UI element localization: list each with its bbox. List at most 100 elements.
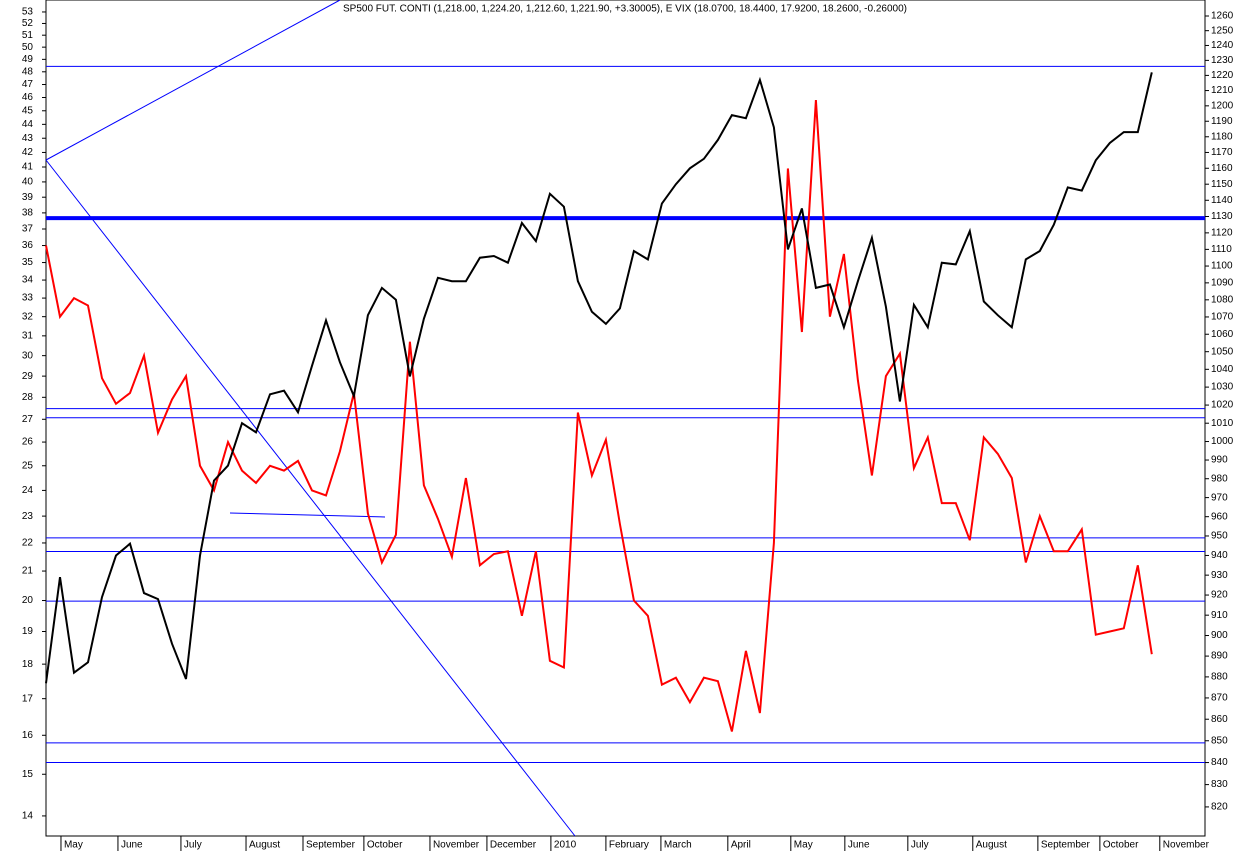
- y-tick-label: 49: [22, 54, 34, 65]
- y2-tick-label: 1130: [1211, 211, 1233, 222]
- x-tick-label: September: [306, 840, 356, 851]
- y2-tick-label: 1140: [1211, 195, 1233, 206]
- y2-tick-label: 1020: [1211, 400, 1234, 411]
- y-tick-label: 51: [22, 30, 34, 41]
- x-tick-label: May: [794, 840, 813, 851]
- x-tick-label: June: [848, 840, 870, 851]
- x-tick-label: April: [731, 840, 751, 851]
- y2-tick-label: 1010: [1211, 418, 1234, 429]
- y2-tick-label: 1100: [1211, 261, 1233, 272]
- y2-tick-label: 1200: [1211, 100, 1234, 111]
- x-tick-label: October: [367, 840, 403, 851]
- x-tick-label: 2010: [554, 840, 577, 851]
- y-tick-label: 32: [22, 311, 34, 322]
- y-tick-label: 45: [22, 105, 34, 116]
- y-tick-label: 26: [22, 437, 34, 448]
- y-tick-label: 48: [22, 66, 34, 77]
- x-tick-label: December: [490, 840, 537, 851]
- y-tick-label: 14: [22, 811, 34, 822]
- y-tick-label: 43: [22, 133, 34, 144]
- y2-tick-label: 890: [1211, 651, 1228, 662]
- y-tick-label: 27: [22, 414, 34, 425]
- y-tick-label: 20: [22, 595, 34, 606]
- y2-tick-label: 1180: [1211, 131, 1233, 142]
- y2-tick-label: 1080: [1211, 294, 1234, 305]
- y2-tick-label: 1000: [1211, 436, 1234, 447]
- y-tick-label: 24: [22, 485, 34, 496]
- y2-tick-label: 1090: [1211, 277, 1234, 288]
- y2-tick-label: 900: [1211, 630, 1228, 641]
- y2-tick-label: 950: [1211, 531, 1228, 542]
- y-tick-label: 44: [22, 119, 34, 130]
- y2-tick-label: 980: [1211, 473, 1228, 484]
- y2-tick-label: 1170: [1211, 147, 1233, 158]
- y2-tick-label: 1160: [1211, 163, 1233, 174]
- x-tick-label: September: [1041, 840, 1091, 851]
- x-tick-label: July: [911, 840, 929, 851]
- y-tick-label: 21: [22, 566, 34, 577]
- trend-line: [45, 159, 576, 837]
- y2-tick-label: 1220: [1211, 70, 1234, 81]
- y2-tick-label: 960: [1211, 511, 1228, 522]
- y-tick-label: 46: [22, 92, 34, 103]
- y-tick-label: 35: [22, 257, 34, 268]
- y-tick-label: 18: [22, 659, 34, 670]
- y2-tick-label: 1120: [1211, 228, 1233, 239]
- y-tick-label: 41: [22, 162, 34, 173]
- y-tick-label: 19: [22, 626, 34, 637]
- y-tick-label: 42: [22, 147, 34, 158]
- y-tick-label: 37: [22, 224, 34, 235]
- y2-tick-label: 820: [1211, 802, 1228, 813]
- y-tick-label: 31: [22, 330, 34, 341]
- y2-tick-label: 1210: [1211, 85, 1234, 96]
- y2-tick-label: 970: [1211, 492, 1228, 503]
- y2-tick-label: 1040: [1211, 364, 1234, 375]
- y2-tick-label: 930: [1211, 570, 1228, 581]
- y2-tick-label: 990: [1211, 455, 1228, 466]
- y2-tick-label: 1240: [1211, 40, 1234, 51]
- y2-tick-label: 1260: [1211, 11, 1234, 22]
- y2-tick-label: 1190: [1211, 116, 1233, 127]
- y-tick-label: 50: [22, 42, 34, 53]
- x-tick-label: May: [64, 840, 83, 851]
- y2-tick-label: 870: [1211, 693, 1228, 704]
- y2-tick-label: 830: [1211, 779, 1228, 790]
- y-tick-label: 25: [22, 460, 34, 471]
- x-tick-label: June: [121, 840, 143, 851]
- x-tick-label: November: [1163, 840, 1210, 851]
- y-tick-label: 52: [22, 18, 34, 29]
- trend-line: [229, 512, 386, 518]
- y-tick-label: 36: [22, 240, 34, 251]
- y2-tick-label: 920: [1211, 590, 1228, 601]
- series-line: [45, 100, 1153, 732]
- y-tick-label: 17: [22, 693, 34, 704]
- y2-tick-label: 880: [1211, 672, 1228, 683]
- y2-tick-label: 910: [1211, 610, 1228, 621]
- y-tick-label: 47: [22, 79, 34, 90]
- x-tick-label: July: [184, 840, 202, 851]
- y-tick-label: 29: [22, 371, 34, 382]
- y2-tick-label: 1060: [1211, 329, 1234, 340]
- y-tick-label: 16: [22, 730, 34, 741]
- y2-tick-label: 1030: [1211, 382, 1234, 393]
- y-tick-label: 53: [22, 7, 34, 18]
- y2-tick-label: 1230: [1211, 55, 1234, 66]
- y2-tick-label: 1050: [1211, 346, 1234, 357]
- y-tick-label: 30: [22, 350, 34, 361]
- y-tick-label: 40: [22, 177, 34, 188]
- trend-line: [45, 0, 341, 161]
- y-tick-label: 15: [22, 769, 34, 780]
- x-tick-label: August: [249, 840, 280, 851]
- chart-title: SP500 FUT. CONTI (1,218.00, 1,224.20, 1,…: [343, 4, 907, 15]
- y2-tick-label: 1150: [1211, 179, 1233, 190]
- x-tick-label: February: [609, 840, 649, 851]
- x-tick-label: March: [664, 840, 692, 851]
- x-tick-label: November: [433, 840, 480, 851]
- y-tick-label: 34: [22, 275, 34, 286]
- y2-tick-label: 860: [1211, 714, 1228, 725]
- y-tick-label: 33: [22, 293, 34, 304]
- y2-tick-label: 840: [1211, 757, 1228, 768]
- x-tick-label: August: [976, 840, 1007, 851]
- y2-tick-label: 1070: [1211, 312, 1234, 323]
